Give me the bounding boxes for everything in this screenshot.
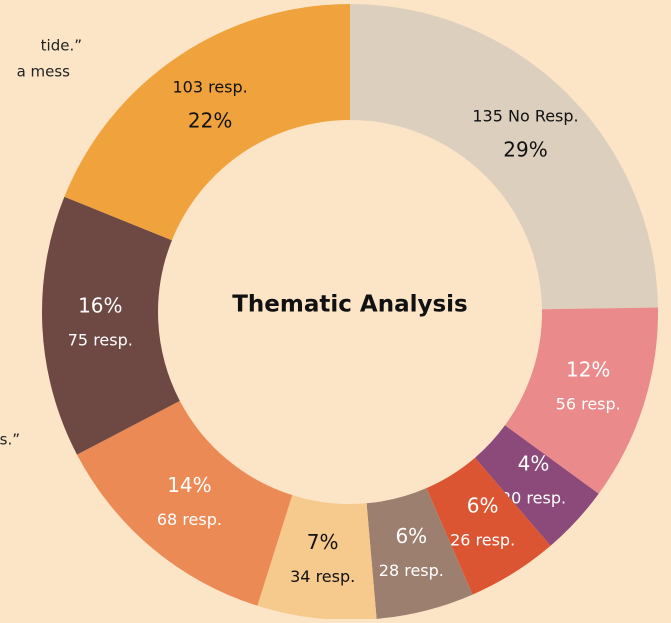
- percent-label: 22%: [188, 108, 232, 132]
- value-label: 75 resp.: [68, 331, 133, 350]
- percent-label: 29%: [503, 137, 547, 161]
- donut-segment: [475, 425, 599, 546]
- value-label: 68 resp.: [157, 510, 222, 529]
- donut-segment: [426, 457, 551, 595]
- percent-label: 4%: [518, 451, 550, 475]
- quote-fragment: s.”: [0, 431, 20, 449]
- percent-label: 6%: [395, 524, 427, 548]
- quote-fragment: a mess: [17, 63, 71, 81]
- value-label: 28 resp.: [379, 561, 444, 580]
- value-label: 56 resp.: [556, 394, 621, 413]
- donut-segment: [366, 488, 473, 619]
- value-label: 103 resp.: [172, 77, 247, 96]
- donut-segment: [505, 307, 658, 494]
- donut-segment: [350, 4, 658, 310]
- value-label: 135 No Resp.: [472, 106, 578, 125]
- percent-label: 14%: [167, 473, 211, 497]
- percent-label: 7%: [307, 530, 339, 554]
- value-label: 26 resp.: [450, 530, 515, 549]
- quote-fragment: tide.”: [41, 37, 82, 55]
- value-label: 34 resp.: [290, 567, 355, 586]
- chart-title: Thematic Analysis: [232, 292, 468, 318]
- percent-label: 12%: [566, 357, 610, 381]
- donut-segment: [41, 196, 180, 455]
- donut-segment: [64, 4, 351, 241]
- value-label: 20 resp.: [501, 488, 566, 507]
- donut-segment: [257, 495, 377, 621]
- donut-segment: [76, 400, 293, 606]
- percent-label: 6%: [467, 493, 499, 517]
- percent-label: 16%: [78, 294, 122, 318]
